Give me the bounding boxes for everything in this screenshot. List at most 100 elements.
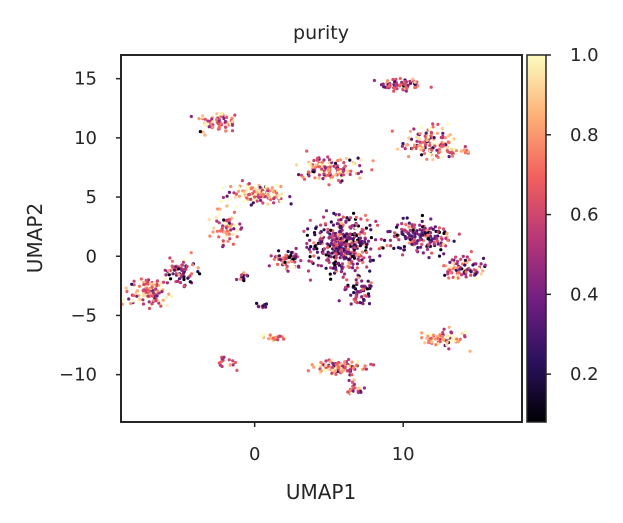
scatter-point <box>341 173 345 177</box>
scatter-point <box>261 192 265 196</box>
scatter-point <box>135 289 140 293</box>
scatter-point <box>132 293 136 298</box>
scatter-point <box>342 243 346 247</box>
scatter-point <box>258 185 262 189</box>
scatter-point <box>218 207 222 211</box>
scatter-point <box>445 333 449 338</box>
scatter-point <box>435 131 440 135</box>
scatter-point <box>255 199 259 203</box>
scatter-point <box>410 242 414 246</box>
colorbar-ticks: 1.0 0.8 0.6 0.4 0.2 <box>546 45 599 385</box>
scatter-point <box>154 287 158 291</box>
scatter-point <box>350 224 354 228</box>
scatter-point <box>121 298 125 302</box>
scatter-point <box>466 150 471 154</box>
scatter-point <box>309 245 313 249</box>
scatter-point <box>352 284 356 288</box>
scatter-point <box>198 130 202 134</box>
scatter-point <box>144 278 148 282</box>
scatter-point <box>234 224 238 228</box>
scatter-point <box>430 142 434 146</box>
scatter-point <box>305 241 309 246</box>
scatter-point <box>286 269 290 273</box>
scatter-point <box>284 257 288 261</box>
scatter-point <box>279 199 283 203</box>
scatter-point <box>479 262 483 266</box>
scatter-point <box>332 211 336 215</box>
scatter-point <box>155 294 159 298</box>
scatter-point <box>471 263 475 267</box>
scatter-point <box>229 184 233 189</box>
scatter-point <box>434 337 438 341</box>
scatter-point <box>418 238 422 242</box>
scatter-point <box>141 289 145 293</box>
x-tick-label: 0 <box>249 444 260 465</box>
chart-title: purity <box>293 22 349 44</box>
scatter-point <box>408 228 412 232</box>
scatter-point <box>331 361 335 365</box>
scatter-point <box>469 270 473 274</box>
scatter-point <box>369 247 373 251</box>
scatter-point <box>169 277 173 281</box>
scatter-point <box>231 359 235 363</box>
scatter-point <box>214 216 218 220</box>
scatter-point <box>425 228 429 232</box>
scatter-point <box>141 298 145 302</box>
scatter-point <box>420 242 424 246</box>
scatter-point <box>367 302 372 306</box>
scatter-point <box>448 260 452 264</box>
scatter-point <box>363 213 368 217</box>
scatter-point <box>469 273 473 277</box>
scatter-point <box>350 260 354 264</box>
scatter-point <box>441 338 446 342</box>
scatter-point <box>231 242 235 246</box>
scatter-point <box>318 231 322 235</box>
scatter-point <box>312 365 316 369</box>
scatter-point <box>435 148 439 152</box>
scatter-point <box>330 160 334 165</box>
scatter-point <box>333 234 338 238</box>
scatter-point <box>442 231 446 235</box>
scatter-point <box>407 221 411 225</box>
scatter-point <box>312 158 316 163</box>
scatter-point <box>201 114 205 118</box>
scatter-point <box>393 231 397 235</box>
scatter-point <box>215 229 220 233</box>
scatter-point <box>417 137 421 141</box>
scatter-point <box>344 220 348 224</box>
scatter-point <box>337 245 341 249</box>
scatter-point <box>255 301 259 305</box>
scatter-point <box>416 246 420 250</box>
scatter-point <box>364 245 368 249</box>
scatter-point <box>368 269 372 273</box>
scatter-point <box>348 172 352 177</box>
scatter-point <box>154 299 158 303</box>
scatter-point <box>327 158 332 162</box>
scatter-point <box>357 258 361 263</box>
scatter-point <box>412 231 416 235</box>
scatter-point <box>327 235 331 240</box>
scatter-point <box>225 229 229 233</box>
scatter-point <box>385 79 390 83</box>
scatter-point <box>349 169 353 173</box>
scatter-point <box>428 241 432 245</box>
scatter-point <box>360 250 365 254</box>
scatter-point <box>363 364 367 368</box>
scatter-point <box>142 283 146 287</box>
scatter-point <box>165 304 169 308</box>
scatter-point <box>448 268 452 272</box>
scatter-point <box>169 294 174 299</box>
scatter-point <box>456 273 460 277</box>
scatter-point <box>390 129 394 133</box>
scatter-point <box>353 386 357 390</box>
scatter-point <box>312 254 316 258</box>
scatter-point <box>319 369 323 373</box>
scatter-point <box>451 262 455 266</box>
scatter-point <box>446 140 450 144</box>
scatter-point <box>349 302 353 306</box>
scatter-point <box>183 258 187 262</box>
scatter-point <box>353 269 357 273</box>
scatter-point <box>189 114 193 119</box>
scatter-point <box>315 250 319 254</box>
scatter-point <box>135 294 139 298</box>
